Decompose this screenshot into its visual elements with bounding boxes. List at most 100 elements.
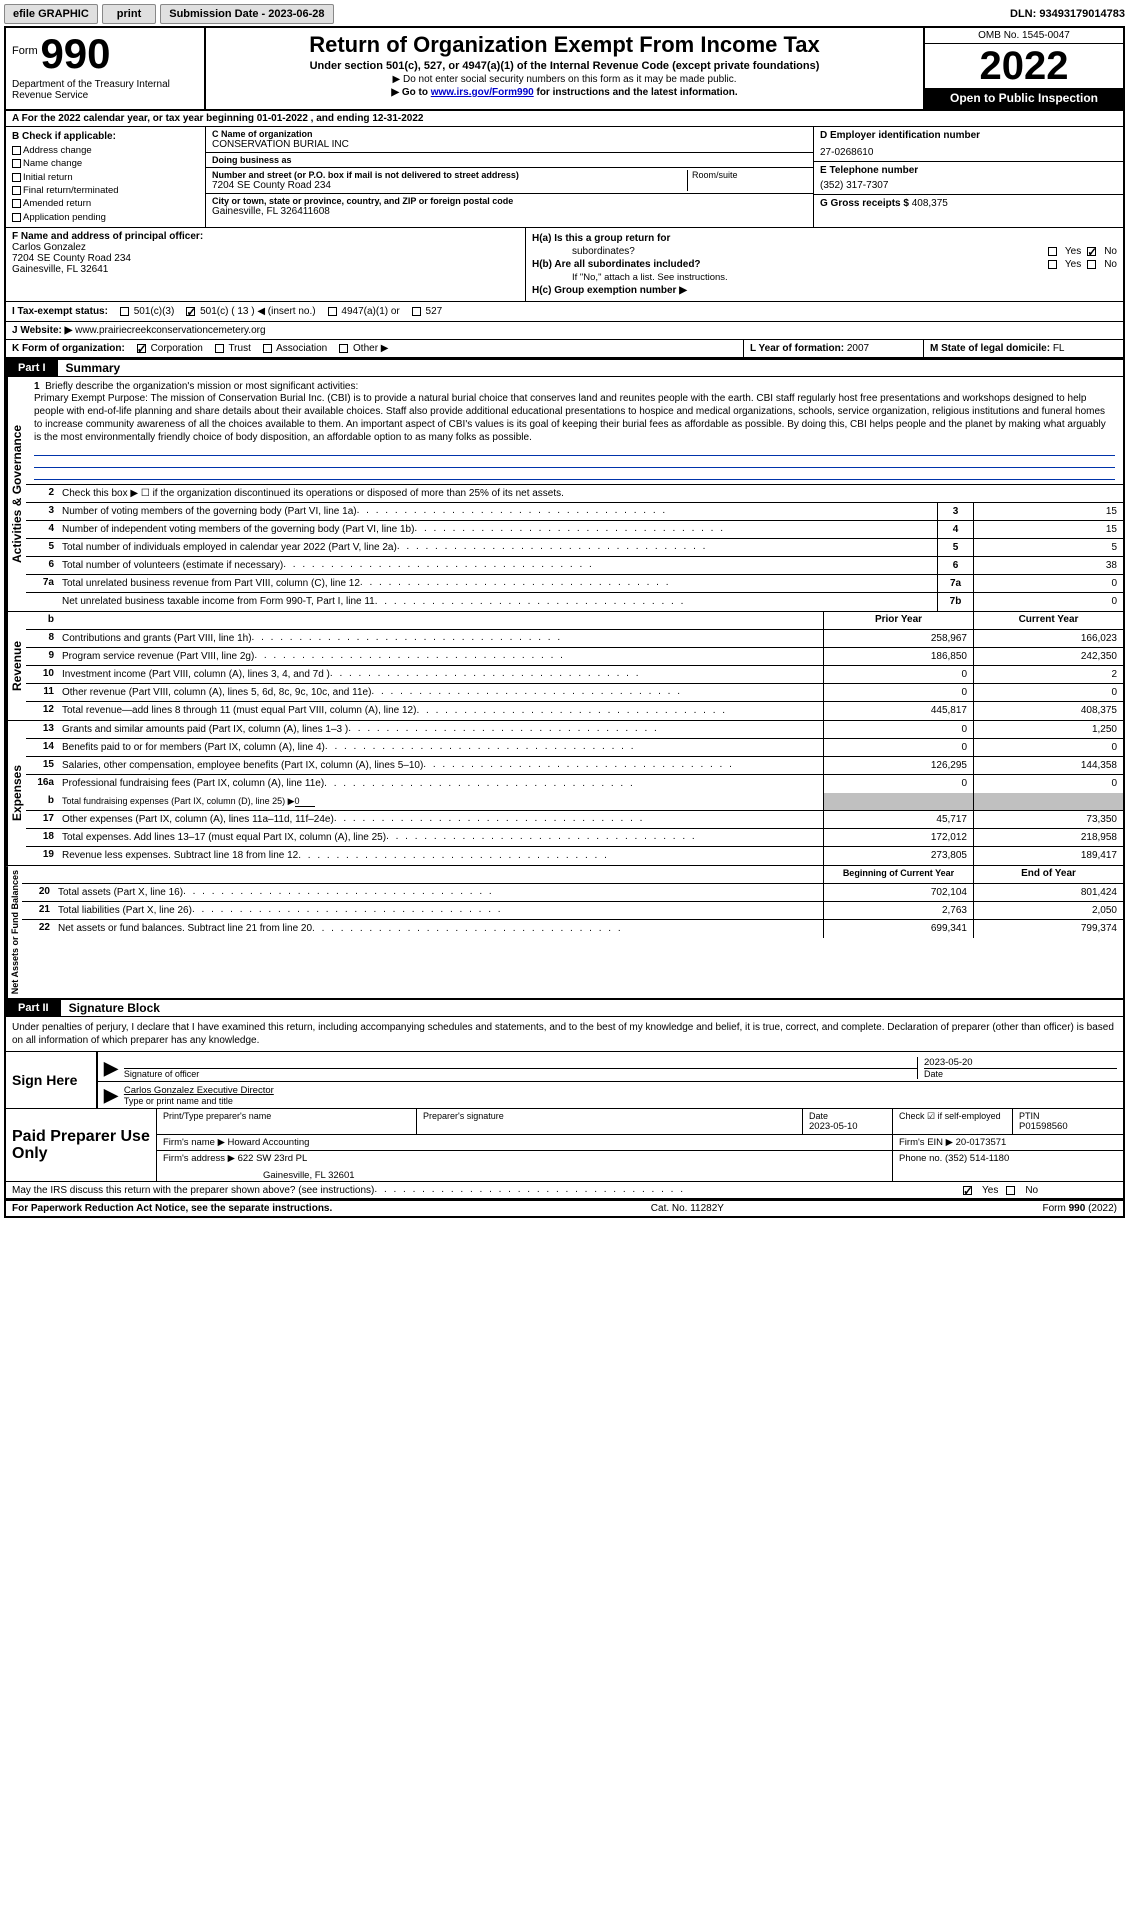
dept-label: Department of the Treasury Internal Reve…: [12, 79, 198, 101]
city-label: City or town, state or province, country…: [212, 196, 807, 206]
line-text: Professional fundraising fees (Part IX, …: [58, 775, 823, 793]
hb-yes-checkbox[interactable]: [1048, 260, 1057, 269]
firm-name-label: Firm's name ▶: [163, 1137, 225, 1148]
chk-initial-return[interactable]: Initial return: [12, 171, 199, 184]
address-row: Number and street (or P.O. box if mail i…: [206, 168, 813, 194]
domicile-label: M State of legal domicile:: [930, 343, 1050, 354]
chk-501c3[interactable]: 501(c)(3): [120, 306, 174, 317]
form-note-2: ▶ Go to www.irs.gov/Form990 for instruct…: [214, 87, 915, 98]
part1-header: Part I Summary: [6, 358, 1123, 377]
chk-amended-return[interactable]: Amended return: [12, 197, 199, 210]
line2-row: 2 Check this box ▶ ☐ if the organization…: [26, 485, 1123, 503]
officer-name: Carlos Gonzalez: [12, 242, 519, 253]
org-name: CONSERVATION BURIAL INC: [212, 139, 807, 150]
line-text: Revenue less expenses. Subtract line 18 …: [58, 847, 823, 865]
current-year-value: 0: [973, 775, 1123, 793]
line-text: Total revenue—add lines 8 through 11 (mu…: [58, 702, 823, 720]
chk-final-return[interactable]: Final return/terminated: [12, 184, 199, 197]
line-text: Program service revenue (Part VIII, line…: [58, 648, 823, 665]
mission-block: 1 Briefly describe the organization's mi…: [26, 377, 1123, 485]
ein-value: 27-0268610: [820, 147, 1117, 158]
table-row: 20Total assets (Part X, line 16)702,1048…: [22, 884, 1123, 902]
table-row: 9Program service revenue (Part VIII, lin…: [26, 648, 1123, 666]
net-assets-section: Net Assets or Fund Balances Beginning of…: [6, 866, 1123, 998]
beginning-value: 699,341: [823, 920, 973, 938]
chk-application-pending[interactable]: Application pending: [12, 211, 199, 224]
vert-net-assets: Net Assets or Fund Balances: [6, 866, 22, 998]
current-year-value: 218,958: [973, 829, 1123, 846]
sig-officer-label: Signature of officer: [124, 1068, 917, 1079]
prior-year-value: 45,717: [823, 811, 973, 828]
line16b-cy-shaded: [973, 793, 1123, 810]
note2-a: ▶ Go to: [391, 87, 430, 98]
officer-addr1: 7204 SE County Road 234: [12, 253, 519, 264]
line-value: 5: [973, 539, 1123, 556]
hb-no-checkbox[interactable]: [1087, 260, 1096, 269]
current-year-value: 144,358: [973, 757, 1123, 774]
firm-phone-value: (352) 514-1180: [945, 1153, 1009, 1164]
ha-no: No: [1104, 246, 1117, 257]
footer-right: Form 990 (2022): [1043, 1203, 1117, 1214]
discuss-yes-checkbox[interactable]: [963, 1186, 972, 1195]
revenue-col-header: b Prior Year Current Year: [26, 612, 1123, 630]
form-title: Return of Organization Exempt From Incom…: [214, 32, 915, 58]
line-box: 4: [937, 521, 973, 538]
line-num: 19: [26, 847, 58, 865]
line-text: Other revenue (Part VIII, column (A), li…: [58, 684, 823, 701]
table-row: 6Total number of volunteers (estimate if…: [26, 557, 1123, 575]
sig-name-value: Carlos Gonzalez Executive Director: [124, 1085, 1117, 1096]
ha-no-checkbox[interactable]: [1087, 247, 1096, 256]
line16b-text: Total fundraising expenses (Part IX, col…: [62, 796, 295, 807]
chk-name-change[interactable]: Name change: [12, 157, 199, 170]
firm-phone-label: Phone no.: [899, 1153, 942, 1164]
line-num: 20: [22, 884, 54, 901]
current-year-value: 0: [973, 739, 1123, 756]
chk-other[interactable]: Other ▶: [339, 343, 388, 354]
chk-4947[interactable]: 4947(a)(1) or: [328, 306, 400, 317]
end-value: 799,374: [973, 920, 1123, 938]
chk-trust[interactable]: Trust: [215, 343, 251, 354]
hc-label: H(c) Group exemption number ▶: [532, 285, 687, 296]
city-value: Gainesville, FL 326411608: [212, 206, 807, 217]
line16b-num: b: [26, 793, 58, 810]
line-text: Investment income (Part VIII, column (A)…: [58, 666, 823, 683]
table-row: 3Number of voting members of the governi…: [26, 503, 1123, 521]
vert-activities: Activities & Governance: [6, 377, 26, 611]
table-row: 5Total number of individuals employed in…: [26, 539, 1123, 557]
ein-label: D Employer identification number: [820, 130, 1117, 141]
prep-date-label: Date: [809, 1111, 886, 1121]
ha-yes-checkbox[interactable]: [1048, 247, 1057, 256]
chk-association[interactable]: Association: [263, 343, 327, 354]
preparer-block: Paid Preparer Use Only Print/Type prepar…: [6, 1109, 1123, 1181]
line-num: 18: [26, 829, 58, 846]
current-year-header: Current Year: [973, 612, 1123, 629]
row-klm: K Form of organization: Corporation Trus…: [6, 340, 1123, 358]
chk-corporation[interactable]: Corporation: [137, 343, 203, 354]
chk-501c[interactable]: 501(c) ( 13 ) ◀ (insert no.): [186, 306, 315, 317]
table-row: 22Net assets or fund balances. Subtract …: [22, 920, 1123, 938]
line2-text: Check this box ▶ ☐ if the organization d…: [58, 485, 1123, 502]
line-value: 38: [973, 557, 1123, 574]
discuss-yes: Yes: [982, 1185, 998, 1196]
ptin-label: PTIN: [1019, 1111, 1117, 1121]
chk-527[interactable]: 527: [412, 306, 442, 317]
chk-address-change[interactable]: Address change: [12, 144, 199, 157]
discuss-no-checkbox[interactable]: [1006, 1186, 1015, 1195]
form-footer: For Paperwork Reduction Act Notice, see …: [6, 1199, 1123, 1216]
line16b-row: b Total fundraising expenses (Part IX, c…: [26, 793, 1123, 811]
table-row: 21Total liabilities (Part X, line 26)2,7…: [22, 902, 1123, 920]
table-row: Net unrelated business taxable income fr…: [26, 593, 1123, 611]
line-num: 4: [26, 521, 58, 538]
line-value: 15: [973, 521, 1123, 538]
print-button[interactable]: print: [102, 4, 156, 24]
table-row: 14Benefits paid to or for members (Part …: [26, 739, 1123, 757]
line-text: Number of independent voting members of …: [58, 521, 937, 538]
suite-label: Room/suite: [687, 170, 807, 191]
box-b-header: B Check if applicable:: [12, 130, 199, 144]
right-info-col: D Employer identification number 27-0268…: [813, 127, 1123, 227]
part1-title: Summary: [58, 361, 121, 375]
ha-sub: subordinates?: [532, 246, 635, 257]
main-info-block: B Check if applicable: Address change Na…: [6, 127, 1123, 228]
officer-addr2: Gainesville, FL 32641: [12, 264, 519, 275]
irs-link[interactable]: www.irs.gov/Form990: [431, 87, 534, 98]
